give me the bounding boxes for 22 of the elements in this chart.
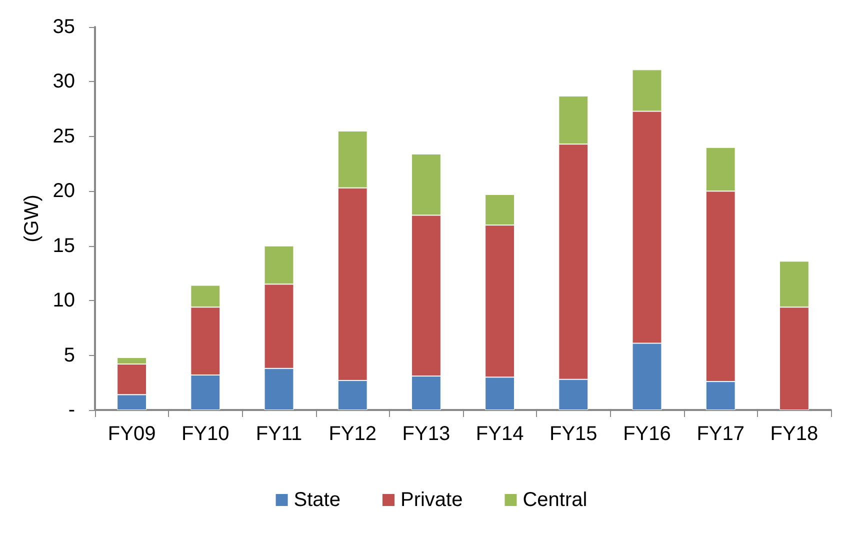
y-tick-label: - bbox=[68, 399, 75, 421]
x-tick-label: FY12 bbox=[328, 423, 377, 445]
y-axis-title: (GW) bbox=[20, 194, 43, 242]
x-tick-label: FY17 bbox=[696, 423, 745, 445]
x-tick-label: FY09 bbox=[108, 423, 156, 445]
x-tick-label: FY10 bbox=[181, 423, 230, 445]
legend-label: Central bbox=[522, 489, 588, 511]
x-tick-label: FY11 bbox=[256, 423, 302, 445]
y-tick-label: 15 bbox=[52, 234, 75, 257]
y-tick-label: 30 bbox=[52, 70, 75, 93]
y-tick-label: 5 bbox=[64, 344, 75, 366]
x-tick-label: FY15 bbox=[549, 423, 598, 445]
y-tick-label: 10 bbox=[52, 290, 75, 312]
y-tick-label: 35 bbox=[52, 16, 75, 38]
y-tick-label: 25 bbox=[52, 125, 75, 148]
x-tick-label: FY16 bbox=[623, 423, 671, 445]
x-tick-label: FY18 bbox=[770, 423, 818, 445]
y-tick-label: 20 bbox=[52, 180, 75, 202]
x-tick-label: FY14 bbox=[476, 423, 524, 445]
legend-label: State bbox=[294, 489, 340, 511]
legend-label: Private bbox=[400, 489, 463, 511]
x-tick-label: FY13 bbox=[402, 423, 450, 445]
